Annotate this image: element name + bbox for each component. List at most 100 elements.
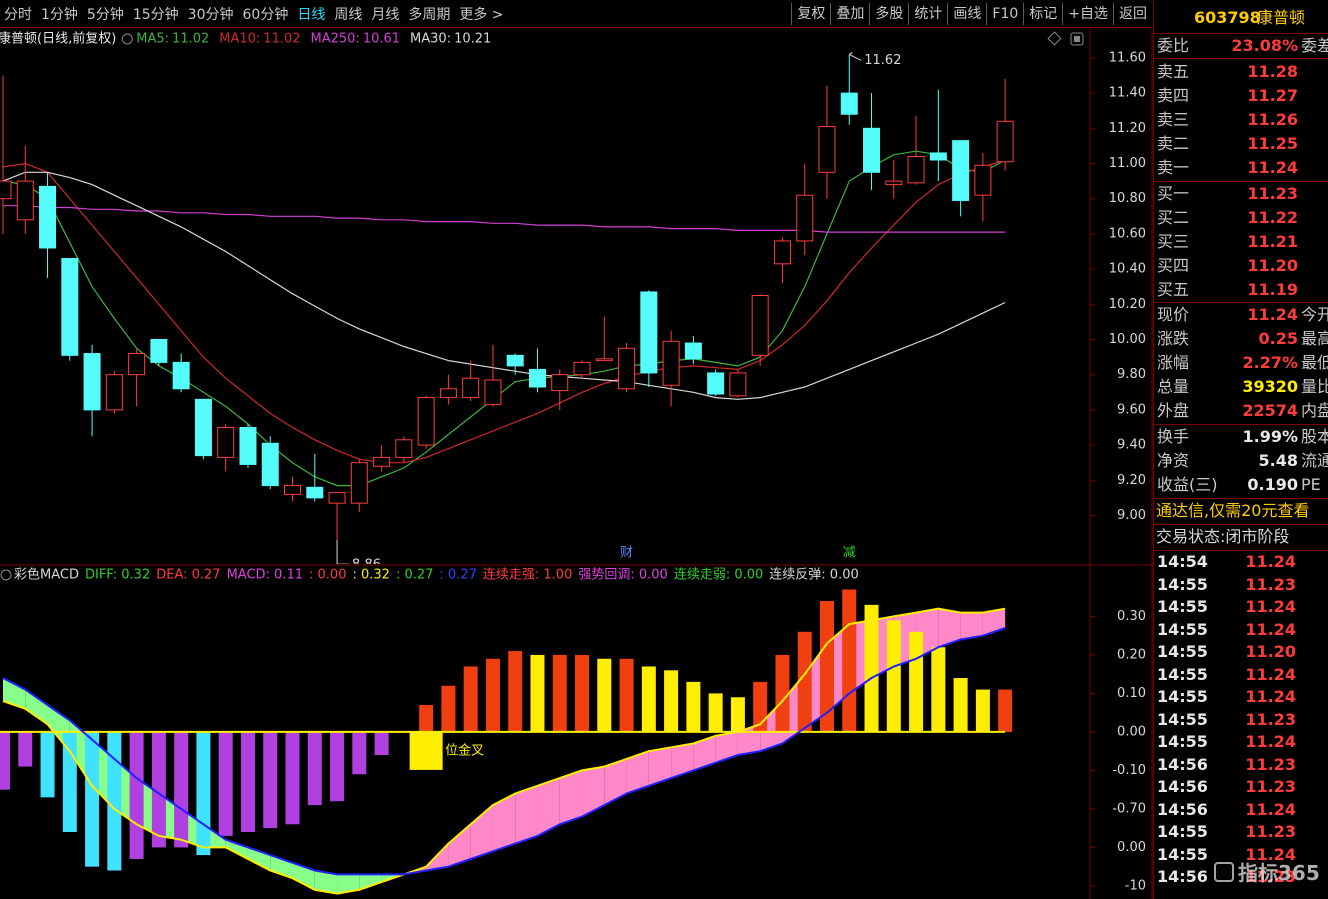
- period-tab[interactable]: 日线: [297, 7, 326, 23]
- ma-line: [2, 171, 1006, 400]
- macd-legend-item: DIFF: 0.32: [85, 568, 150, 583]
- tool-button[interactable]: 多股: [869, 3, 908, 25]
- period-tab[interactable]: 15分钟: [132, 7, 179, 23]
- macd-legend-item: : 0.32: [352, 568, 389, 583]
- macd-plot: [0, 589, 1013, 895]
- separator: [1154, 524, 1328, 525]
- y-tick-label: 9.20: [1117, 473, 1146, 488]
- diff-dea-fill: [938, 608, 961, 648]
- tool-button[interactable]: 标记: [1023, 3, 1062, 25]
- legend-item: MA30:: [410, 32, 451, 47]
- stock-code: 603798: [1194, 8, 1261, 27]
- macd-bar: [129, 731, 144, 859]
- period-tab[interactable]: 更多 >: [459, 7, 504, 23]
- event-label: 减: [843, 546, 856, 561]
- legend-icon[interactable]: [0, 569, 12, 581]
- row-value: 11.19: [1247, 280, 1298, 299]
- tool-button[interactable]: 返回: [1113, 3, 1152, 25]
- period-tab[interactable]: 多周期: [408, 7, 451, 23]
- y-tick-label: -10: [1125, 878, 1146, 893]
- macd-bar: [419, 704, 434, 732]
- candle-body: [818, 126, 836, 173]
- diff-dea-fill: [225, 839, 248, 859]
- row-value: 11.24: [1247, 158, 1298, 177]
- period-tab[interactable]: 1分钟: [41, 7, 78, 23]
- row-label: 卖五: [1157, 62, 1190, 81]
- legend-icon[interactable]: [121, 33, 133, 45]
- macd-bar: [864, 604, 879, 732]
- diamond-icon[interactable]: [1047, 31, 1062, 46]
- candle-body: [640, 291, 658, 374]
- macd-bar: [374, 731, 389, 756]
- row-label: 卖二: [1157, 134, 1190, 153]
- row-value: 0.190: [1247, 475, 1298, 494]
- legend-item: 11.02: [263, 32, 300, 47]
- window-icon[interactable]: [1070, 32, 1084, 46]
- candle-body: [729, 372, 747, 397]
- macd-bar: [998, 689, 1013, 732]
- y-tick-label: -0.70: [1112, 801, 1146, 816]
- trade-price: 11.24: [1245, 552, 1296, 571]
- candle-body: [751, 295, 769, 356]
- annotation-text: 位金叉: [445, 742, 484, 758]
- chart: 11.60 11.40 11.20 11.00 10.80 10.60 10.40 10.20…: [0, 28, 1153, 899]
- tool-buttons: 复权 叠加 多股 统计 画线 F10 标记 +自选 返回: [791, 0, 1152, 28]
- row-label: 外盘: [1157, 401, 1190, 420]
- row-extra: 最高: [1301, 329, 1328, 348]
- y-tick-label: 0.30: [1117, 609, 1146, 624]
- macd-bar: [819, 601, 834, 732]
- trade-time: 14:55: [1157, 732, 1208, 751]
- period-tab[interactable]: 月线: [371, 7, 400, 23]
- candle-body: [528, 368, 546, 388]
- macd-bar: [85, 731, 100, 867]
- high-marker: 11.62: [864, 53, 901, 68]
- period-tab[interactable]: 60分钟: [242, 7, 289, 23]
- macd-bar: [953, 678, 968, 732]
- row-value: 11.26: [1247, 110, 1298, 129]
- row-extra: 流通: [1301, 451, 1328, 470]
- row-extra: 股本: [1301, 427, 1328, 446]
- y-tick-label: 10.60: [1109, 226, 1146, 241]
- tool-button[interactable]: 复权: [791, 3, 830, 25]
- legend-item: 10.61: [363, 32, 400, 47]
- macd-bar: [151, 731, 166, 848]
- macd-bar: [686, 681, 701, 732]
- candle-body: [551, 374, 569, 392]
- macd-bar: [40, 731, 55, 798]
- tool-button[interactable]: +自选: [1062, 3, 1113, 25]
- macd-bar: [174, 731, 189, 848]
- macd-bar: [730, 697, 745, 732]
- row-extra: PE: [1301, 475, 1321, 494]
- diff-dea-fill: [3, 678, 26, 709]
- watermark-icon: [1214, 861, 1234, 882]
- trade-price: 11.24: [1245, 732, 1296, 751]
- diff-dea-fill: [648, 747, 672, 786]
- period-tab[interactable]: 周线: [334, 7, 363, 23]
- period-tab[interactable]: 5分钟: [86, 7, 124, 23]
- tool-button[interactable]: F10: [986, 3, 1023, 25]
- row-value: 23.08%: [1231, 36, 1298, 55]
- period-tab[interactable]: 分时: [4, 7, 32, 23]
- row-label: 总量: [1157, 377, 1190, 396]
- candle-body: [952, 140, 970, 201]
- trade-time: 14:55: [1157, 822, 1208, 841]
- separator: [1154, 181, 1328, 182]
- trade-time: 14:55: [1157, 574, 1208, 594]
- trade-price: 11.24: [1245, 619, 1296, 639]
- high-marker-arrow: [848, 51, 862, 61]
- candle-body: [83, 353, 101, 411]
- candle-body: [929, 152, 947, 161]
- tool-button[interactable]: 叠加: [830, 3, 869, 25]
- tool-button[interactable]: 画线: [947, 3, 986, 25]
- diff-dea-fill: [604, 758, 627, 806]
- macd-bar: [240, 731, 255, 833]
- period-tab[interactable]: 30分钟: [187, 7, 234, 23]
- tool-button[interactable]: 统计: [908, 3, 947, 25]
- trade-time: 14:56: [1157, 754, 1208, 774]
- separator: [1154, 498, 1328, 499]
- diff-dea-fill: [960, 612, 983, 640]
- y-tick-label: 10.80: [1109, 191, 1146, 206]
- macd-bar: [909, 631, 924, 732]
- trade-price: 11.23: [1245, 754, 1296, 774]
- window-icon-inner: [1074, 36, 1080, 42]
